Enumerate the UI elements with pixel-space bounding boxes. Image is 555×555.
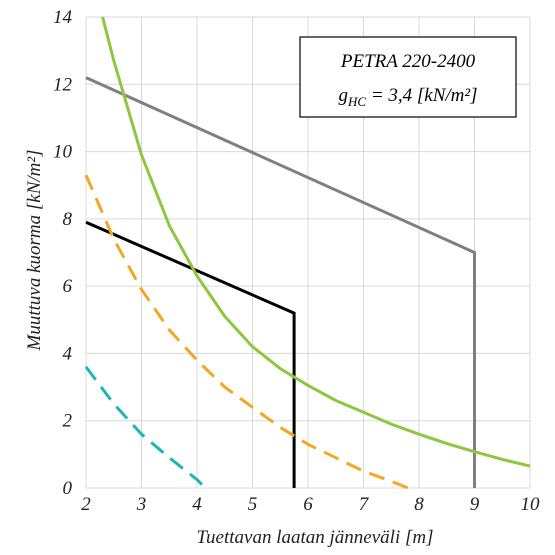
x-tick-label: 4	[192, 494, 202, 515]
y-tick-label: 2	[63, 411, 73, 432]
series-line-4	[84, 174, 409, 490]
y-tick-label: 6	[63, 276, 73, 297]
annotation-box: PETRA 220-2400 gHC = 3,4 [kN/m²]	[299, 36, 517, 118]
x-tick-label: 10	[521, 494, 541, 515]
x-tick-label: 9	[470, 494, 480, 515]
y-axis-title: Muuttuva kuorma [kN/m²]	[24, 150, 45, 352]
y-tick-label: 14	[53, 7, 73, 28]
annotation-line-1: PETRA 220-2400	[340, 51, 476, 72]
x-tick-label: 5	[248, 494, 258, 515]
x-tick-label: 3	[136, 494, 147, 515]
annotation-line-2: gHC = 3,4 [kN/m²]	[339, 85, 478, 109]
y-tick-label: 4	[63, 343, 73, 364]
x-axis-title: Tuettavan laatan jänneväli [m]	[197, 527, 434, 548]
series-line-3	[101, 16, 531, 468]
series-line-1	[85, 76, 476, 488]
series-line-5	[84, 365, 207, 490]
annotation-subscript: HC	[347, 94, 366, 109]
annotation-box-border	[299, 36, 517, 118]
y-tick-label: 10	[53, 142, 73, 163]
series-lines	[84, 16, 531, 490]
x-tick-label: 7	[359, 494, 370, 515]
x-tick-label: 2	[81, 494, 91, 515]
y-tick-label: 0	[63, 478, 73, 499]
y-tick-label: 8	[63, 209, 73, 230]
x-tick-label: 8	[414, 494, 424, 515]
annotation-symbol: g	[339, 85, 349, 106]
series-line-2	[85, 220, 296, 488]
y-tick-label: 12	[53, 74, 73, 95]
x-tick-label: 6	[303, 494, 313, 515]
annotation-value: = 3,4 [kN/m²]	[366, 85, 477, 106]
